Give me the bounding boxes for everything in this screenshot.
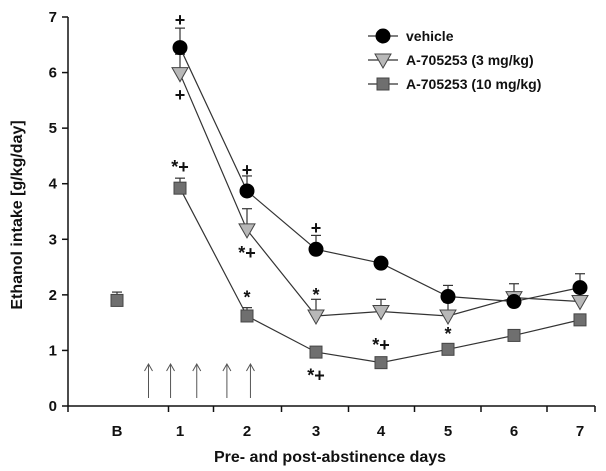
significance-label: * xyxy=(243,288,250,308)
marker-a10 xyxy=(573,313,587,327)
y-tick-label: 3 xyxy=(49,231,57,248)
abstinence-arrowhead xyxy=(246,362,255,372)
series-line-a3 xyxy=(179,73,581,317)
y-tick-label: 1 xyxy=(49,342,57,359)
marker-vehicle xyxy=(572,280,588,296)
marker-vehicle xyxy=(440,289,456,305)
marker-a3 xyxy=(571,295,589,311)
y-tick-label: 0 xyxy=(49,398,57,415)
abstinence-arrowhead xyxy=(222,362,232,372)
marker-a10 xyxy=(173,181,187,195)
marker-vehicle xyxy=(172,40,188,56)
y-axis-title: Ethanol intake [g/kg/day] xyxy=(9,120,26,309)
marker-a10 xyxy=(507,328,521,342)
legend-label-vehicle: vehicle xyxy=(406,28,454,44)
significance-label: *+ xyxy=(372,335,390,355)
marker-vehicle xyxy=(506,294,522,310)
data-marks: ++*+ +*+*+**+*+* xyxy=(110,10,589,385)
abstinence-arrowhead xyxy=(144,362,153,372)
marker-a3 xyxy=(307,309,325,325)
y-tick-label: 5 xyxy=(49,120,57,137)
axes: 0 1 2 3 4 5 6 7 B 1 2 3 4 5 6 7 xyxy=(49,9,596,440)
x-tick-label: 6 xyxy=(510,423,518,440)
abstinence-arrowhead xyxy=(166,362,175,372)
marker-a3 xyxy=(374,53,392,70)
significance-label: * xyxy=(312,285,319,305)
abstinence-arrowhead xyxy=(192,362,202,372)
y-tick-label: 6 xyxy=(49,65,57,82)
y-tick-label: 4 xyxy=(49,176,58,193)
y-tick-label: 7 xyxy=(49,9,57,26)
x-tick-label: B xyxy=(112,423,123,440)
significance-label: + xyxy=(311,218,322,238)
marker-a10 xyxy=(376,77,390,91)
x-axis-title: Pre- and post-abstinence days xyxy=(214,449,446,466)
x-tick-label: 3 xyxy=(312,423,320,440)
marker-a10 xyxy=(110,293,124,307)
significance-label: + xyxy=(242,160,253,180)
marker-a10 xyxy=(374,356,388,370)
marker-a3 xyxy=(439,309,457,325)
significance-label: + xyxy=(175,85,186,105)
x-tick-label: 1 xyxy=(176,423,184,440)
x-tick-label: 2 xyxy=(243,423,251,440)
marker-a10 xyxy=(240,309,254,323)
x-tick-label: 7 xyxy=(576,423,584,440)
x-tick-label: 4 xyxy=(377,423,386,440)
marker-a3 xyxy=(238,223,256,239)
significance-label: + xyxy=(175,10,186,30)
significance-label: *+ xyxy=(238,243,256,263)
legend: vehicle A-705253 (3 mg/kg) A-705253 (10 mg… xyxy=(368,28,541,92)
marker-a3 xyxy=(171,67,189,83)
marker-a10 xyxy=(441,342,455,356)
significance-label: *+ xyxy=(307,365,325,385)
marker-vehicle xyxy=(308,241,324,257)
significance-label: * xyxy=(444,324,451,344)
marker-vehicle xyxy=(373,255,389,271)
marker-vehicle xyxy=(375,28,391,44)
legend-label-a10: A-705253 (10 mg/kg) xyxy=(406,76,541,92)
y-tick-label: 2 xyxy=(49,287,57,304)
marker-a3 xyxy=(372,305,390,321)
marker-a10 xyxy=(309,345,323,359)
x-tick-label: 5 xyxy=(444,423,452,440)
significance-label: *+ xyxy=(171,157,189,177)
marker-vehicle xyxy=(239,183,255,199)
legend-label-a3: A-705253 (3 mg/kg) xyxy=(406,52,534,68)
